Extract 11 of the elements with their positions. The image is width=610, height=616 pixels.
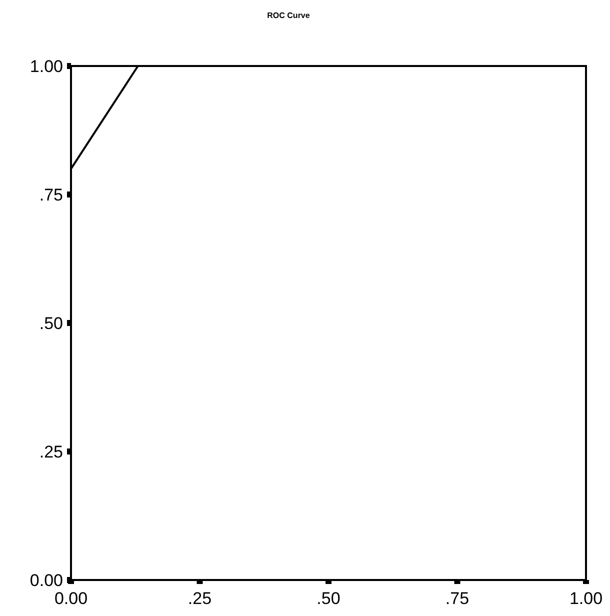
y-tick-label: .50: [39, 314, 63, 333]
chart-title: ROC Curve: [267, 11, 310, 20]
x-tick-label: .75: [445, 589, 470, 608]
x-tick-label: .50: [316, 589, 340, 608]
y-tick-label: 1.00: [30, 57, 63, 76]
y-tick-label: .25: [39, 442, 63, 462]
x-tick-label: 1.00: [569, 589, 603, 608]
x-tick-label: .25: [188, 589, 212, 608]
x-tick-label: 0.00: [54, 589, 88, 608]
y-tick-label: 0.00: [30, 571, 63, 590]
y-tick-label: .75: [39, 186, 63, 204]
